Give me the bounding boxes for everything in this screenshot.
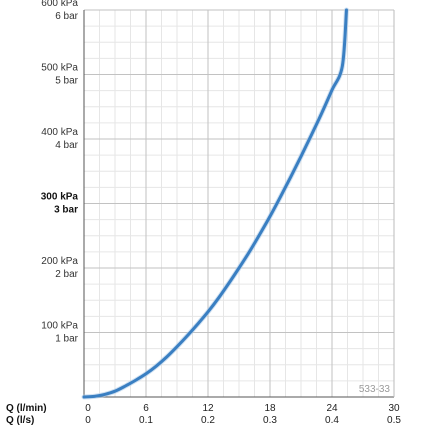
y-tick-label-bar: 1 bar bbox=[55, 334, 78, 345]
y-tick-label-bar: 4 bar bbox=[55, 140, 78, 151]
x-tick-label-l-per-s: 0.4 bbox=[325, 415, 339, 426]
x-tick-labels: 00 60.1 120.2 180.3 240.4 300.5 bbox=[85, 403, 401, 426]
y-tick-label-kpa: 300 kPa bbox=[41, 192, 79, 203]
y-tick-label-bar: 6 bar bbox=[55, 11, 78, 22]
series-line-pressure-loss bbox=[82, 8, 348, 399]
x-tick-label-l-per-min: 18 bbox=[264, 403, 276, 414]
x-tick-label-l-per-s: 0 bbox=[85, 415, 91, 426]
y-tick-label-bar: 2 bar bbox=[55, 269, 78, 280]
series-layer bbox=[81, 7, 349, 400]
x-tick-label-l-per-min: 24 bbox=[326, 403, 338, 414]
y-tick-label-kpa: 200 kPa bbox=[41, 256, 78, 267]
y-tick-label-kpa: 500 kPa bbox=[41, 63, 78, 74]
y-tick-label-kpa: 600 kPa bbox=[41, 0, 78, 9]
y-tick-label-bar: 3 bar bbox=[54, 205, 78, 216]
x-tick-label-l-per-s: 0.2 bbox=[201, 415, 215, 426]
x-tick-label-l-per-min: 30 bbox=[388, 403, 400, 414]
x-axis-label-l-per-s: Q (l/s) bbox=[6, 415, 34, 426]
x-axis-label-l-per-min: Q (l/min) bbox=[6, 403, 47, 414]
y-tick-label-kpa: 400 kPa bbox=[41, 127, 78, 138]
x-tick-label-l-per-min: 6 bbox=[143, 403, 149, 414]
x-tick-label-l-per-s: 0.1 bbox=[139, 415, 153, 426]
x-tick-label-l-per-s: 0.5 bbox=[387, 415, 401, 426]
y-tick-label-bar: 5 bar bbox=[55, 76, 78, 87]
x-tick-label-l-per-min: 12 bbox=[202, 403, 214, 414]
x-tick-label-l-per-s: 0.3 bbox=[263, 415, 277, 426]
diagram-code-annotation: 533-33 bbox=[359, 384, 391, 395]
x-tick-label-l-per-min: 0 bbox=[85, 403, 91, 414]
axes bbox=[83, 10, 395, 398]
y-tick-labels: 600 kPa 6 bar 500 kPa 5 bar 400 kPa 4 bar 300 … bbox=[41, 0, 79, 345]
y-tick-label-kpa: 100 kPa bbox=[41, 321, 78, 332]
